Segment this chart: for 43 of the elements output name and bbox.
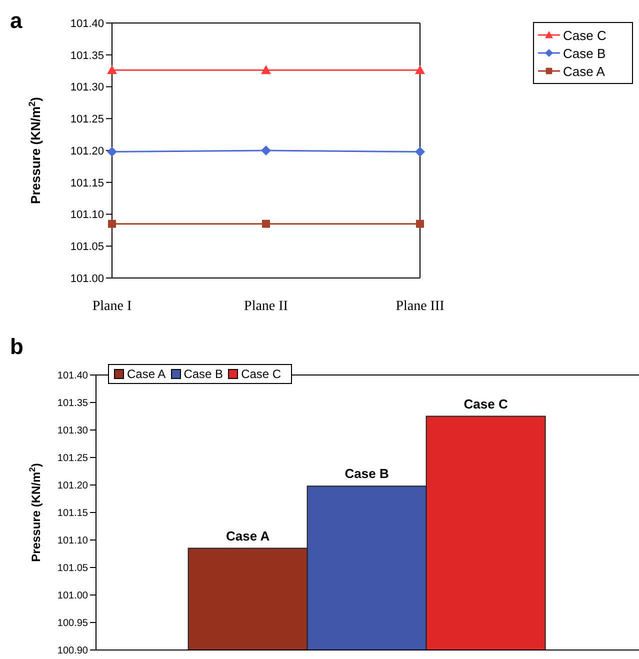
legend-label: Case C — [240, 367, 282, 381]
text: Case C — [464, 396, 508, 412]
legend-label: Case A — [126, 367, 166, 381]
legend-label: Case B — [563, 46, 606, 60]
point — [261, 65, 271, 74]
y-tick-label: 101.10 — [70, 209, 104, 222]
point — [107, 65, 117, 74]
y-tick-label: 101.30 — [70, 82, 104, 94]
y-tick-label: 100.90 — [57, 646, 88, 657]
y-tick-label: 101.15 — [57, 508, 88, 520]
legend-label: Case C — [563, 28, 606, 42]
legend-label: Case B — [182, 367, 224, 381]
chart-title: a — [10, 8, 22, 34]
y-tick-label: 101.35 — [57, 398, 88, 410]
y-tick-label: 101.25 — [70, 114, 104, 126]
y-tick-label: 101.05 — [57, 563, 88, 574]
y-tick-label: 101.40 — [57, 370, 88, 382]
point — [262, 220, 270, 228]
point — [108, 220, 116, 228]
text: Case B — [344, 466, 389, 482]
point — [415, 146, 425, 157]
x-tick-label: Plane II — [244, 298, 288, 314]
point — [415, 65, 425, 74]
y-tick-label: 101.25 — [57, 453, 88, 464]
point — [416, 220, 424, 228]
y-tick-label: 101.05 — [70, 241, 104, 254]
x-tick-label: Plane III — [396, 298, 445, 314]
y-tick-label: 101.40 — [70, 18, 104, 30]
legend-label: Case A — [563, 64, 605, 78]
y-tick-label: 101.20 — [57, 480, 88, 492]
y-tick-label: 100.95 — [57, 618, 88, 630]
y-tick-label: 101.20 — [70, 145, 104, 158]
y-tick-label: 101.35 — [70, 50, 104, 62]
y-tick-label: 101.15 — [70, 177, 104, 190]
chart-title: b — [10, 334, 24, 360]
y-tick-label: 101.10 — [57, 536, 88, 547]
y-tick-label: 101.00 — [57, 590, 88, 602]
x-tick-label: Plane I — [92, 298, 132, 314]
y-tick-label: 101.00 — [70, 272, 104, 285]
point — [261, 146, 271, 156]
text: Case A — [226, 528, 270, 544]
point — [107, 146, 117, 157]
y-tick-label: 101.30 — [57, 426, 88, 437]
